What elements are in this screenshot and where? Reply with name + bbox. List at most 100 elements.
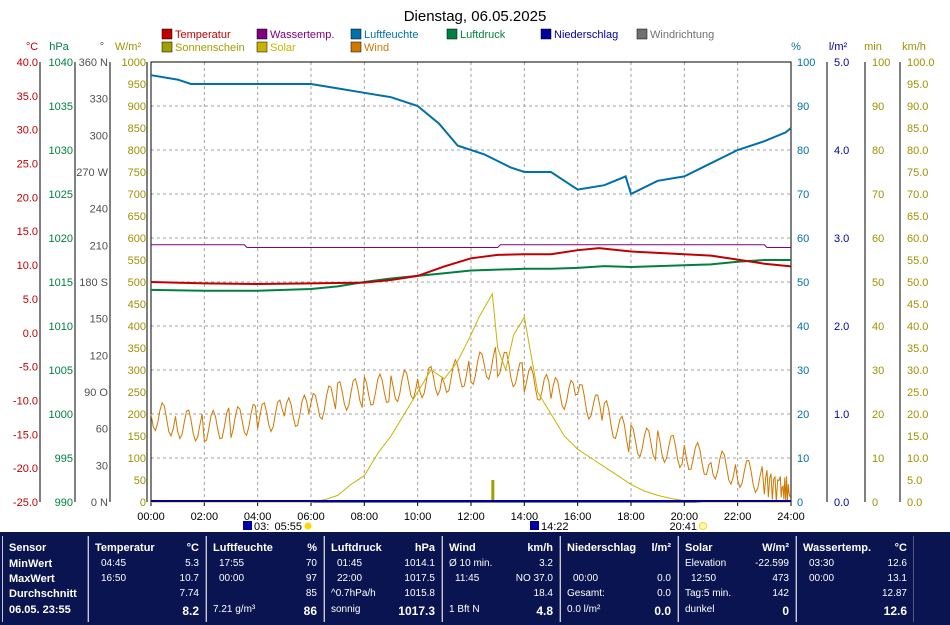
x-tick-label: 06:00 — [297, 511, 325, 523]
row-label-current: 06.05. 23:55 — [9, 604, 71, 616]
panel-header: Luftdruck — [331, 542, 382, 554]
hum-tick: 10 — [797, 453, 809, 465]
legend-label: Wind — [364, 42, 389, 54]
wind-avg10: 3.2 — [539, 558, 553, 569]
sunrise-icon — [304, 522, 312, 530]
rad-tick: 250 — [128, 387, 146, 399]
panel-header: Sensor — [9, 542, 47, 554]
rad-tick: 950 — [128, 79, 146, 91]
legend: Temperatur Wassertemp. Luftfeuchte Luftdruc… — [161, 28, 714, 54]
wind-tick: 65.0 — [907, 211, 928, 223]
dir-tick: 0 N — [91, 497, 108, 509]
min-tick: 80 — [872, 145, 884, 157]
x-tick-label: 16:00 — [564, 511, 592, 523]
panel-solar: Solar W/m² Elevation -22.599 12:50 473 Tag:… — [678, 536, 796, 622]
rain-time: 00:00 — [573, 573, 599, 584]
rad-tick: 700 — [128, 189, 146, 201]
rain-current: 0.0 — [654, 604, 671, 618]
hum-tick: 70 — [797, 189, 809, 201]
press-tick: 1015 — [49, 277, 73, 289]
wind-tick: 0.0 — [907, 497, 922, 509]
rain-tick: 0.0 — [834, 497, 849, 509]
rad-tick: 1000 — [122, 57, 146, 69]
press-tick: 1035 — [49, 101, 73, 113]
min-tick: 10 — [872, 453, 884, 465]
wind-tick: 55.0 — [907, 255, 928, 267]
press-forecast: sonnig — [331, 604, 361, 615]
x-tick-label: 14:00 — [511, 511, 539, 523]
dir-tick: 240 — [90, 204, 108, 216]
wind-avg-label: Ø 10 min. — [449, 558, 493, 569]
panel-unit: W/m² — [762, 542, 789, 554]
temp-min-time: 04:45 — [101, 558, 127, 569]
dir-tick: 360 N — [79, 57, 108, 69]
wind-tick: 60.0 — [907, 233, 928, 245]
press-tick: 995 — [55, 453, 73, 465]
legend-label: Luftdruck — [460, 29, 506, 41]
wind-avg: 18.4 — [533, 588, 553, 599]
rad-tick: 650 — [128, 211, 146, 223]
hum-absolute: 7.21 g/m³ — [213, 604, 256, 615]
min-tick: 60 — [872, 233, 884, 245]
legend-swatch — [636, 28, 648, 40]
water-max-time: 00:00 — [809, 573, 835, 584]
min-tick: 0 — [872, 497, 878, 509]
dir-tick: 150 — [90, 314, 108, 326]
solar-max: 473 — [772, 573, 789, 584]
wind-tick: 20.0 — [907, 409, 928, 421]
moonrise-time: 03: — [254, 521, 269, 532]
press-tick: 1025 — [49, 189, 73, 201]
panel-unit: hPa — [414, 542, 435, 554]
rad-tick: 800 — [128, 145, 146, 157]
rain-tick: 5.0 — [834, 57, 849, 69]
press-trend: ^0.7hPa/h — [331, 588, 376, 599]
rad-tick: 150 — [128, 431, 146, 443]
hum-tick: 50 — [797, 277, 809, 289]
min-tick: 30 — [872, 365, 884, 377]
x-tick-label: 12:00 — [457, 511, 485, 523]
panel-header: Niederschlag — [567, 542, 637, 554]
temp-tick: -20.0 — [13, 463, 38, 475]
wind-tick: 70.0 — [907, 189, 928, 201]
legend-label: Niederschlag — [554, 29, 618, 41]
legend-swatch — [161, 41, 173, 53]
sunshine-bar — [491, 480, 495, 502]
rad-tick: 300 — [128, 365, 146, 377]
solar-state: dunkel — [685, 604, 715, 615]
series-line — [150, 247, 792, 286]
solar-elevation-label: Elevation — [685, 558, 727, 569]
rad-tick: 350 — [128, 343, 146, 355]
temp-current: 8.2 — [182, 604, 199, 618]
dir-tick: 330 — [90, 94, 108, 106]
panel-watertemp: Wassertemp. °C 03:30 12.6 00:00 13.1 12.87 … — [796, 536, 914, 622]
hum-tick: 30 — [797, 365, 809, 377]
rain-total-label: Gesamt: — [567, 588, 605, 599]
wind-tick: 80.0 — [907, 145, 928, 157]
wind-tick: 10.0 — [907, 453, 928, 465]
grid — [150, 61, 792, 503]
sun-moon-markers: 03: 05:55 14:22 20:41 — [243, 521, 707, 532]
hum-tick: 90 — [797, 101, 809, 113]
press-current: 1017.3 — [398, 604, 435, 618]
hum-tick: 80 — [797, 145, 809, 157]
series — [150, 74, 792, 503]
wind-tick: 45.0 — [907, 299, 928, 311]
water-max: 13.1 — [887, 573, 907, 584]
rad-tick: 600 — [128, 233, 146, 245]
temp-tick: 35.0 — [17, 91, 38, 103]
panel-unit: l/m² — [651, 542, 671, 554]
panel-unit: km/h — [527, 542, 553, 554]
wind-tick: 5.0 — [907, 475, 922, 487]
wind-tick: 15.0 — [907, 431, 928, 443]
rad-tick: 100 — [128, 453, 146, 465]
rad-tick: 400 — [128, 321, 146, 333]
solar-max-time: 12:50 — [691, 573, 717, 584]
temp-max: 10.7 — [179, 573, 199, 584]
solar-sunshine-label: Tag:5 min. — [685, 588, 732, 599]
dir-tick: 30 — [96, 460, 108, 472]
temp-tick: -15.0 — [13, 429, 38, 441]
moonset-time: 14:22 — [541, 521, 569, 532]
sunrise-time: 05:55 — [274, 521, 302, 532]
rain-rate: 0.0 l/m² — [567, 604, 601, 615]
min-tick: 70 — [872, 189, 884, 201]
